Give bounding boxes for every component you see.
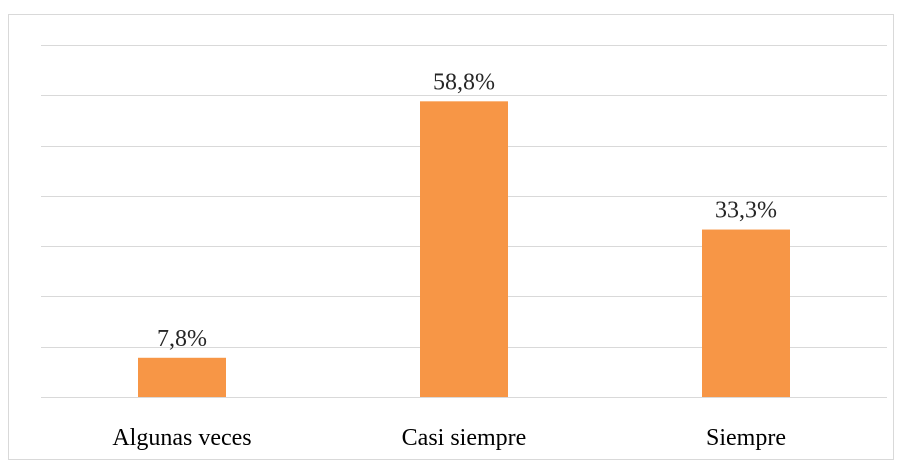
x-tick-label-casi-siempre: Casi siempre — [402, 425, 527, 451]
bar-layer — [138, 101, 790, 397]
chart-frame: 7,8% 58,8% 33,3% Algunas veces Casi siempre… — [8, 14, 894, 460]
bar-algunas-veces — [138, 357, 226, 397]
bar-chart: 7,8% 58,8% 33,3% Algunas veces Casi siempre… — [41, 45, 887, 451]
x-tick-label-siempre: Siempre — [706, 425, 786, 451]
x-tick-label-algunas-veces: Algunas veces — [112, 425, 251, 451]
x-tick-layer: Algunas veces Casi siempre Siempre — [112, 425, 786, 451]
bar-casi-siempre — [420, 101, 508, 397]
data-label-casi-siempre: 58,8% — [433, 69, 495, 95]
data-label-algunas-veces: 7,8% — [157, 326, 207, 352]
bar-siempre — [702, 229, 790, 397]
data-label-layer: 7,8% 58,8% 33,3% — [157, 69, 777, 351]
data-label-siempre: 33,3% — [715, 198, 777, 224]
